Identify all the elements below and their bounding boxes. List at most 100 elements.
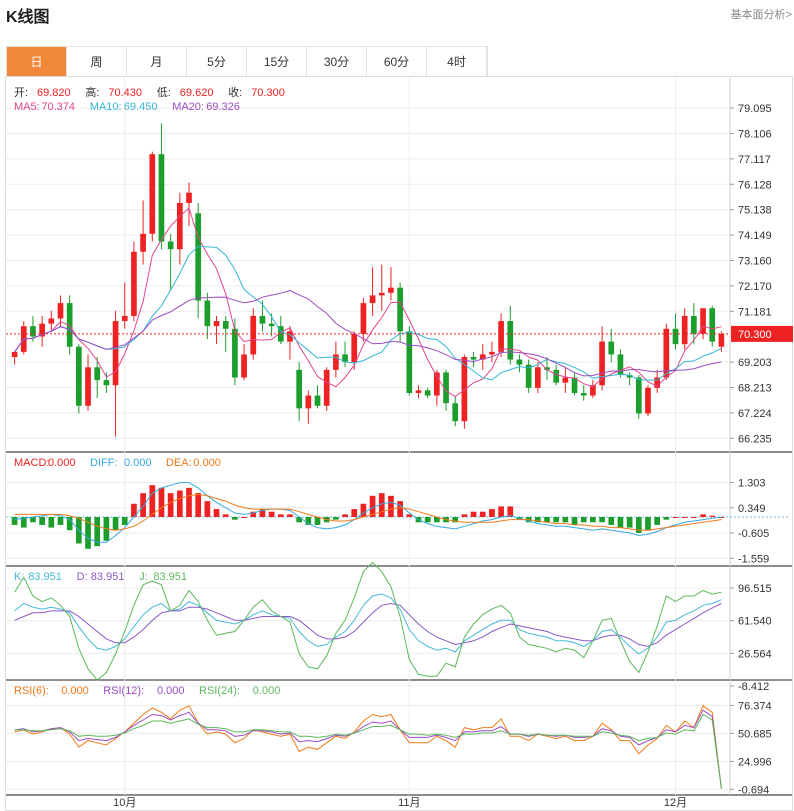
- candle-body-50: [470, 357, 477, 360]
- macd-value-2: 0.000: [193, 457, 221, 469]
- candle-body-29: [277, 326, 284, 342]
- macd-bar-15: [149, 485, 156, 517]
- candle-body-69: [645, 387, 651, 414]
- page-header: K线图 基本面分析>: [0, 0, 794, 38]
- candle-body-64: [599, 341, 605, 386]
- rsi-tick-label-2: 24.996: [738, 756, 772, 768]
- macd-value-0: 0.000: [48, 457, 76, 469]
- candle-body-2: [30, 326, 36, 337]
- last-price-badge: [731, 325, 793, 342]
- x-tick-label-0: 10月: [113, 797, 136, 809]
- candle-body-25: [241, 354, 247, 378]
- tab-5[interactable]: 30分: [307, 47, 367, 77]
- tab-1[interactable]: 周: [67, 47, 127, 77]
- candle-body-9: [94, 367, 101, 381]
- macd-bar-33: [314, 517, 321, 525]
- macd-bar-11: [112, 517, 119, 531]
- ma-label-2: MA20:: [172, 101, 204, 113]
- macd-bar-40: [378, 493, 385, 517]
- macd-bar-6: [66, 517, 73, 531]
- candle-body-35: [333, 354, 339, 370]
- macd-bar-68: [635, 517, 642, 533]
- macd-bar-72: [672, 517, 679, 518]
- main-tick-label-2: 77.117: [738, 154, 771, 166]
- macd-bar-60: [562, 517, 569, 523]
- macd-bar-73: [681, 517, 688, 518]
- candle-body-70: [654, 377, 660, 388]
- candle-body-77: [718, 333, 725, 347]
- kdj-tick-label-2: 26.564: [738, 648, 772, 660]
- candle-body-72: [672, 328, 679, 345]
- kdj-k-line: [14, 593, 722, 655]
- rsi-value-2: 0.000: [253, 685, 281, 697]
- candle-body-53: [498, 321, 504, 352]
- ohlc-value-1: 70.430: [108, 87, 142, 99]
- macd-bar-36: [342, 514, 348, 517]
- candle-body-27: [259, 315, 266, 324]
- rsi-tick-label-3: -0.694: [738, 784, 769, 796]
- ma-label-1: MA10:: [90, 101, 122, 113]
- macd-bar-50: [470, 511, 477, 517]
- macd-label-0: MACD:: [14, 457, 49, 469]
- main-tick-label-12: 66.235: [738, 433, 772, 445]
- main-tick-label-8: 71.181: [738, 306, 772, 318]
- main-tick-label-1: 78.106: [738, 128, 772, 140]
- candle-body-47: [443, 372, 449, 404]
- main-tick-label-0: 79.095: [738, 103, 772, 115]
- macd-bar-48: [452, 517, 459, 523]
- tab-2[interactable]: 月: [127, 47, 187, 77]
- macd-bar-20: [195, 493, 202, 517]
- macd-bar-0: [11, 517, 18, 525]
- x-tick-label-1: 11月: [398, 797, 420, 809]
- candle-body-14: [140, 233, 146, 252]
- macd-bar-63: [590, 517, 596, 523]
- candle-body-63: [590, 385, 596, 396]
- ohlc-label-2: 低:: [157, 86, 171, 99]
- tab-3[interactable]: 5分: [187, 47, 247, 77]
- macd-diff-line: [14, 482, 722, 543]
- macd-label-1: DIFF:: [90, 457, 118, 469]
- rsi-label-0: RSI(6):: [14, 685, 49, 697]
- candle-body-22: [213, 321, 220, 327]
- kdj-value-0: 83.951: [28, 571, 62, 583]
- main-tick-label-5: 74.149: [738, 230, 772, 242]
- candle-body-19: [186, 192, 192, 203]
- macd-bar-5: [57, 517, 64, 525]
- tab-7[interactable]: 4时: [427, 47, 487, 77]
- candle-body-31: [296, 369, 302, 409]
- fundamental-analysis-link[interactable]: 基本面分析>: [730, 9, 792, 21]
- macd-bar-62: [580, 517, 587, 523]
- candle-body-11: [112, 321, 119, 386]
- candle-body-46: [434, 372, 440, 396]
- rsi24-line: [14, 713, 722, 789]
- main-tick-label-3: 76.128: [738, 179, 772, 191]
- last-price-label: 70.300: [738, 329, 772, 341]
- macd-bar-3: [39, 517, 45, 525]
- macd-bar-66: [617, 517, 624, 528]
- ohlc-value-0: 69.820: [37, 87, 71, 99]
- macd-bar-32: [305, 517, 312, 525]
- macd-bar-59: [553, 517, 560, 523]
- kdj-label-1: D:: [77, 571, 88, 583]
- tab-4[interactable]: 15分: [247, 47, 307, 77]
- macd-tick-label-0: 1.303: [738, 477, 766, 489]
- macd-bar-26: [250, 511, 257, 517]
- macd-bar-53: [498, 506, 504, 517]
- macd-bar-25: [241, 517, 247, 518]
- candle-body-58: [544, 367, 550, 370]
- tab-6[interactable]: 60分: [367, 47, 427, 77]
- tab-0[interactable]: 日: [7, 47, 67, 77]
- macd-bar-27: [259, 509, 266, 517]
- rsi-tick-label-1: 50.685: [738, 728, 772, 740]
- macd-bar-67: [626, 517, 633, 528]
- macd-bar-14: [140, 493, 146, 517]
- candle-body-60: [562, 377, 569, 383]
- candle-body-32: [305, 395, 312, 409]
- ohlc-label-1: 高:: [85, 85, 99, 99]
- macd-bar-71: [663, 517, 670, 520]
- x-tick-label-2: 12月: [664, 797, 687, 809]
- candle-body-37: [351, 333, 358, 363]
- candle-body-62: [580, 392, 587, 396]
- candle-body-26: [250, 315, 257, 355]
- candle-body-68: [635, 377, 642, 414]
